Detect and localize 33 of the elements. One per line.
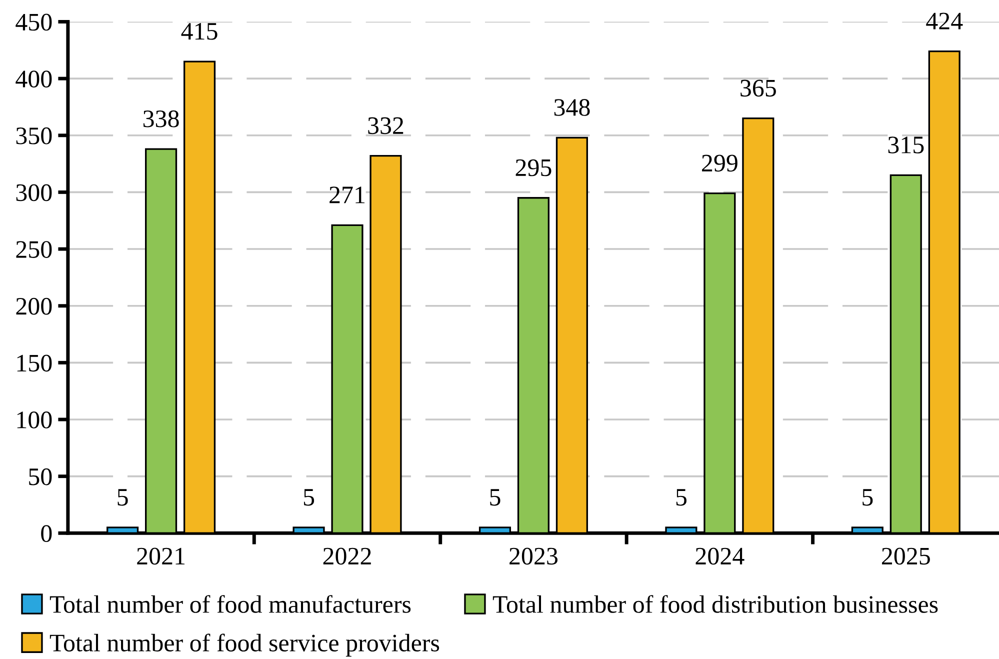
data-label: 5 xyxy=(676,489,686,506)
data-label: 299 xyxy=(702,154,738,172)
x-tick-label: 2021 xyxy=(137,548,185,565)
y-tick-label: 50 xyxy=(29,468,52,486)
legend-label: Total number of food service providers xyxy=(50,634,440,657)
data-label: 365 xyxy=(740,80,776,97)
data-label: 338 xyxy=(143,110,179,128)
y-tick-label: 400 xyxy=(16,70,52,88)
data-label: 415 xyxy=(181,23,218,40)
x-tick-label: 2023 xyxy=(510,548,558,565)
data-label: 271 xyxy=(330,186,364,204)
y-tick-label: 350 xyxy=(16,127,52,144)
legend-label: Total number of food manufacturers xyxy=(50,595,411,613)
data-label: 5 xyxy=(118,489,128,506)
y-tick-label: 450 xyxy=(16,14,52,31)
y-tick-label: 300 xyxy=(16,184,52,202)
y-tick-label: 0 xyxy=(41,525,52,542)
x-tick-label: 2022 xyxy=(323,548,371,565)
y-tick-label: 100 xyxy=(17,412,52,428)
data-label: 332 xyxy=(368,117,404,134)
data-label: 424 xyxy=(926,12,963,30)
y-tick-label: 250 xyxy=(16,241,52,258)
x-tick-label: 2025 xyxy=(882,548,930,565)
data-label: 5 xyxy=(862,489,873,506)
data-label: 315 xyxy=(888,136,924,154)
y-tick-label: 150 xyxy=(17,354,52,372)
x-tick-label: 2024 xyxy=(696,548,744,565)
data-label: 348 xyxy=(554,99,590,116)
data-label: 295 xyxy=(516,159,552,176)
data-label: 5 xyxy=(490,489,500,506)
data-label: 5 xyxy=(304,489,314,506)
y-tick-label: 200 xyxy=(16,298,52,315)
legend-label: Total number of food distribution businesses xyxy=(492,595,938,613)
